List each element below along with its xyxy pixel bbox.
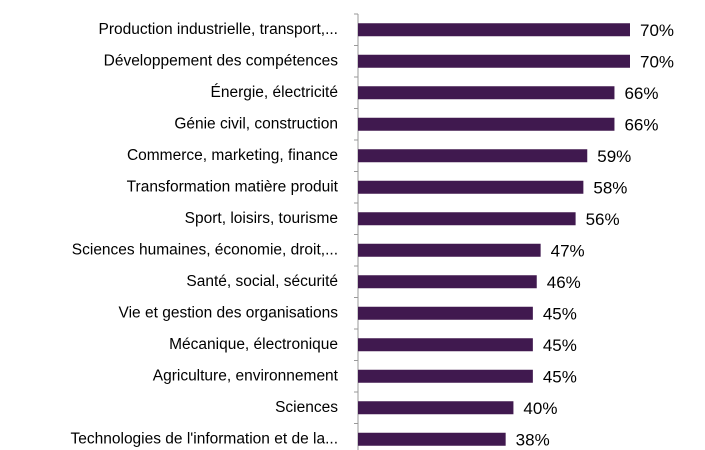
bar bbox=[358, 212, 576, 226]
value-label: 47% bbox=[551, 242, 585, 261]
bar bbox=[358, 149, 588, 163]
bar bbox=[358, 243, 541, 257]
value-label: 45% bbox=[543, 305, 577, 324]
y-tick-label: Production industrielle, transport,... bbox=[98, 21, 338, 38]
bar bbox=[358, 23, 630, 37]
value-label: 58% bbox=[593, 179, 627, 198]
y-tick-label: Génie civil, construction bbox=[174, 115, 338, 132]
bar bbox=[358, 86, 615, 100]
y-tick-label: Développement des compétences bbox=[104, 52, 339, 69]
y-tick-label: Technologies de l'information et de la..… bbox=[71, 430, 338, 447]
bar bbox=[358, 306, 533, 320]
value-label: 66% bbox=[624, 116, 658, 135]
value-label: 45% bbox=[543, 336, 577, 355]
bar bbox=[358, 369, 533, 383]
value-label: 70% bbox=[640, 53, 674, 72]
y-tick-label: Sciences bbox=[275, 399, 338, 416]
value-label: 56% bbox=[586, 210, 620, 229]
y-tick-label: Sport, loisirs, tourisme bbox=[185, 210, 338, 227]
bar bbox=[358, 117, 615, 131]
value-label: 45% bbox=[543, 368, 577, 387]
y-tick-label: Commerce, marketing, finance bbox=[127, 147, 338, 164]
bar bbox=[358, 54, 630, 68]
value-label: 70% bbox=[640, 21, 674, 40]
value-label: 38% bbox=[516, 431, 550, 450]
bar bbox=[358, 180, 584, 194]
bar bbox=[358, 275, 537, 289]
bar bbox=[358, 432, 506, 446]
bar bbox=[358, 338, 533, 352]
value-label: 66% bbox=[624, 84, 658, 103]
y-tick-label: Santé, social, sécurité bbox=[186, 273, 338, 290]
y-tick-label: Mécanique, électronique bbox=[169, 336, 338, 353]
value-label: 40% bbox=[523, 399, 557, 418]
value-label: 59% bbox=[597, 147, 631, 166]
y-tick-label: Transformation matière produit bbox=[127, 178, 339, 195]
value-label: 46% bbox=[547, 273, 581, 292]
y-tick-label: Sciences humaines, économie, droit,... bbox=[72, 241, 338, 258]
y-tick-label: Agriculture, environnement bbox=[153, 367, 339, 384]
y-tick-label: Vie et gestion des organisations bbox=[119, 304, 339, 321]
y-tick-label: Énergie, électricité bbox=[210, 84, 338, 101]
bar bbox=[358, 401, 514, 415]
